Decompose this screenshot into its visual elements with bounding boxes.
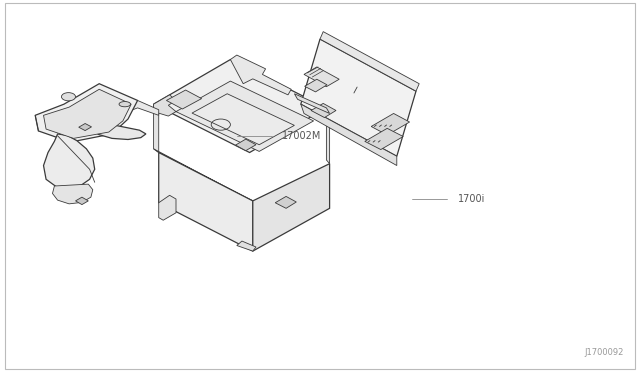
- Polygon shape: [166, 90, 202, 109]
- Polygon shape: [44, 134, 95, 189]
- Polygon shape: [154, 104, 159, 153]
- Polygon shape: [125, 100, 159, 115]
- Polygon shape: [79, 124, 92, 131]
- Polygon shape: [192, 94, 294, 145]
- Polygon shape: [154, 60, 326, 153]
- Polygon shape: [365, 128, 403, 150]
- Polygon shape: [371, 113, 410, 135]
- Polygon shape: [304, 67, 339, 87]
- Polygon shape: [236, 139, 256, 151]
- Ellipse shape: [61, 93, 76, 101]
- Text: 1700i: 1700i: [458, 194, 485, 204]
- Polygon shape: [305, 79, 327, 92]
- Polygon shape: [35, 84, 138, 142]
- Polygon shape: [237, 241, 256, 251]
- Polygon shape: [154, 95, 176, 116]
- Polygon shape: [294, 94, 330, 113]
- Polygon shape: [326, 108, 330, 164]
- Polygon shape: [311, 103, 336, 118]
- Polygon shape: [159, 195, 176, 220]
- Ellipse shape: [119, 102, 131, 107]
- Polygon shape: [275, 196, 296, 208]
- Polygon shape: [230, 55, 291, 95]
- Polygon shape: [176, 81, 314, 151]
- Polygon shape: [301, 104, 397, 166]
- Polygon shape: [320, 32, 419, 91]
- Polygon shape: [154, 149, 253, 201]
- Polygon shape: [301, 39, 416, 156]
- Polygon shape: [76, 197, 88, 205]
- Polygon shape: [159, 153, 253, 251]
- Polygon shape: [52, 184, 93, 204]
- Text: J1700092: J1700092: [584, 348, 624, 357]
- Polygon shape: [44, 89, 131, 138]
- Polygon shape: [84, 119, 146, 140]
- Text: 17002M: 17002M: [282, 131, 321, 141]
- Polygon shape: [253, 164, 330, 251]
